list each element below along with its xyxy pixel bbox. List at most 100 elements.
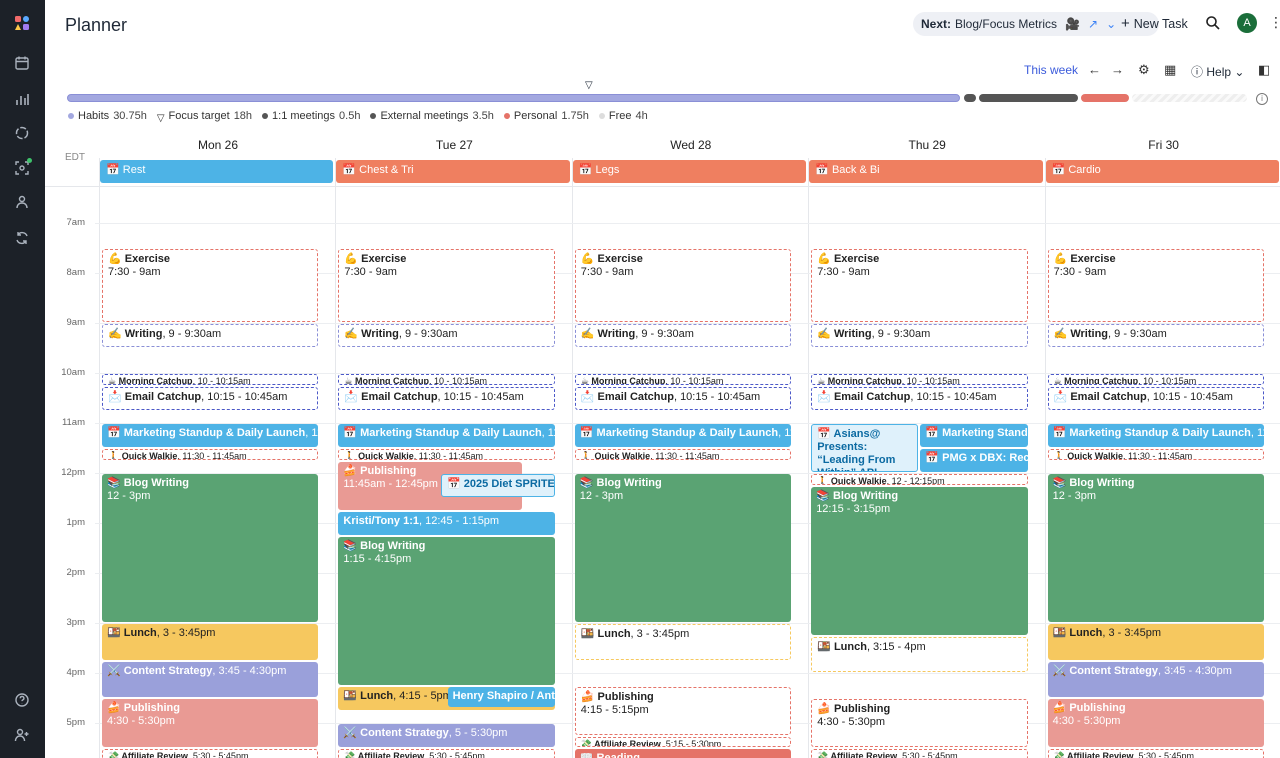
calendar-event[interactable]: ☕ Morning Catchup, 10 - 10:15am: [811, 374, 1028, 385]
event-title: 🍰 Publishing: [343, 464, 417, 477]
day-header[interactable]: Mon 26: [197, 138, 239, 152]
event-time: , 11 - 11:30am: [541, 427, 555, 439]
all-day-event[interactable]: 📅 Cardio: [1045, 160, 1279, 183]
add-user-icon[interactable]: [12, 725, 32, 745]
calendar-event[interactable]: 💸 Affiliate Review, 5:30 - 5:45pm: [811, 749, 1028, 758]
calendar-event[interactable]: 🚶 Quick Walkie, 12 - 12:15pm: [811, 474, 1028, 485]
calendar-event[interactable]: ✍️ Writing, 9 - 9:30am: [338, 324, 555, 347]
external-link-icon[interactable]: ↗: [1088, 17, 1099, 31]
event-title: 💸 Affiliate Review: [817, 751, 898, 758]
calendar-event[interactable]: 📚 Blog Writing 12:15 - 3:15pm: [811, 486, 1028, 635]
calendar-event[interactable]: 🍰 Publishing 4:30 - 5:30pm: [102, 699, 319, 747]
calendar-event[interactable]: 🍱 Lunch, 3 - 3:45pm: [102, 624, 319, 660]
calendar-event[interactable]: 📅 Asians@ Presents: “Leading From Within…: [811, 424, 919, 472]
calendar-event[interactable]: 📅 Marketing Standup & Daily Launch, 11 -…: [102, 424, 319, 447]
app-logo-icon[interactable]: [12, 13, 32, 33]
calendar-event[interactable]: Henry Shapiro / Anthony: [447, 686, 555, 707]
calendar-event[interactable]: Kristi/Tony 1:1, 12:45 - 1:15pm: [338, 511, 555, 535]
calendar-event[interactable]: ☕ Morning Catchup, 10 - 10:15am: [574, 374, 792, 385]
calendar-event[interactable]: 📚 Blog Writing 12 - 3pm: [574, 474, 792, 622]
calendar-event[interactable]: ✍️ Writing, 9 - 9:30am: [1047, 324, 1264, 347]
new-task-button[interactable]: + New Task: [1121, 15, 1188, 32]
calendar-event[interactable]: 🍰 Publishing 4:15 - 5:15pm: [574, 686, 792, 735]
calendar-icon[interactable]: [12, 53, 32, 73]
calendar-event[interactable]: ✍️ Writing, 9 - 9:30am: [574, 324, 792, 347]
day-header[interactable]: Thu 29: [908, 138, 946, 152]
calendar-event[interactable]: 📅 PMG x DBX: Reclaim: [920, 449, 1028, 472]
calendar-event[interactable]: 📩 Email Catchup, 10:15 - 10:45am: [338, 386, 555, 410]
calendar-event[interactable]: 📅 Marketing Standup & Daily Launch: [920, 424, 1028, 447]
event-time: 12 - 3pm: [579, 490, 624, 502]
calendar-event[interactable]: 💪 Exercise 7:30 - 9am: [102, 249, 319, 322]
panel-toggle-icon[interactable]: ◧: [1258, 62, 1271, 77]
calendar-event[interactable]: ✍️ Writing, 9 - 9:30am: [102, 324, 319, 347]
calendar-event[interactable]: 📖 Reading: [574, 749, 792, 758]
calendar-event[interactable]: 🚶 Quick Walkie, 11:30 - 11:45am: [574, 449, 792, 460]
calendar-event[interactable]: ⚔️ Content Strategy, 3:45 - 4:30pm: [1047, 661, 1264, 697]
calendar-view-icon[interactable]: ▦: [1164, 62, 1177, 77]
calendar-event[interactable]: 📩 Email Catchup, 10:15 - 10:45am: [574, 386, 792, 410]
settings-icon[interactable]: ⚙: [1138, 62, 1150, 77]
day-header[interactable]: Tue 27: [435, 138, 473, 152]
people-icon[interactable]: [12, 192, 32, 212]
habits-icon[interactable]: [12, 123, 32, 143]
calendar-event[interactable]: ✍️ Writing, 9 - 9:30am: [811, 324, 1028, 347]
all-day-event[interactable]: 📅 Chest & Tri: [336, 160, 570, 183]
calendar-event[interactable]: 🍰 Publishing 4:30 - 5:30pm: [811, 699, 1028, 747]
calendar-event[interactable]: 📅 Marketing Standup & Daily Launch, 11 -…: [1047, 424, 1264, 447]
calendar-event[interactable]: 💪 Exercise 7:30 - 9am: [1047, 249, 1264, 322]
calendar-event[interactable]: 📅 2025 Diet SPRITEs Review: [441, 474, 555, 497]
calendar-event[interactable]: 📩 Email Catchup, 10:15 - 10:45am: [811, 386, 1028, 410]
calendar-event[interactable]: 🍰 Publishing 11:45am - 12:45pm: [338, 461, 523, 510]
calendar-event[interactable]: 🚶 Quick Walkie, 11:30 - 11:45am: [338, 449, 555, 460]
calendar-event[interactable]: ☕ Morning Catchup, 10 - 10:15am: [338, 374, 555, 385]
search-icon[interactable]: [1205, 15, 1221, 31]
all-day-event[interactable]: 📅 Legs: [572, 160, 807, 183]
calendar-event[interactable]: ⚔️ Content Strategy, 3:45 - 4:30pm: [102, 661, 319, 697]
event-time: , 5:30 - 5:45pm: [1133, 751, 1195, 758]
chevron-down-icon[interactable]: ⌄: [1106, 17, 1117, 31]
calendar-event[interactable]: 📅 Marketing Standup & Daily Launch, 11 -…: [574, 424, 792, 447]
calendar-event[interactable]: 📅 Marketing Standup & Daily Launch, 11 -…: [338, 424, 555, 447]
calendar-event[interactable]: 💸 Affiliate Review, 5:15 - 5:30pm: [574, 736, 792, 747]
video-icon[interactable]: 🎥: [1065, 17, 1080, 31]
day-header[interactable]: Wed 28: [670, 138, 712, 152]
info-icon[interactable]: i: [1256, 93, 1268, 105]
sync-icon[interactable]: [12, 228, 32, 248]
calendar-event[interactable]: 💸 Affiliate Review, 5:30 - 5:45pm: [338, 749, 555, 758]
calendar-event[interactable]: 🍱 Lunch, 3:15 - 4pm: [811, 636, 1028, 672]
calendar-event[interactable]: 🍰 Publishing 4:30 - 5:30pm: [1047, 699, 1264, 747]
arrow-right-icon[interactable]: →: [1111, 62, 1124, 77]
calendar-event[interactable]: 📩 Email Catchup, 10:15 - 10:45am: [1047, 386, 1264, 410]
all-day-event[interactable]: 📅 Back & Bi: [809, 160, 1043, 183]
calendar-event[interactable]: 📚 Blog Writing 1:15 - 4:15pm: [338, 536, 555, 685]
arrow-left-icon[interactable]: ←: [1088, 62, 1101, 77]
calendar-event[interactable]: 🍱 Lunch, 3 - 3:45pm: [574, 624, 792, 660]
calendar-event[interactable]: 💪 Exercise 7:30 - 9am: [338, 249, 555, 322]
stats-icon[interactable]: [12, 89, 32, 109]
help-circle-icon[interactable]: [12, 690, 32, 710]
this-week-button[interactable]: This week: [1024, 63, 1079, 77]
calendar-event[interactable]: 📚 Blog Writing 12 - 3pm: [102, 474, 319, 622]
next-event-pill[interactable]: Next: Blog/Focus Metrics 🎥 ↗ ⌄: [913, 12, 1159, 36]
calendar-event[interactable]: 💸 Affiliate Review, 5:30 - 5:45pm: [1047, 749, 1264, 758]
calendar-event[interactable]: 📚 Blog Writing 12 - 3pm: [1047, 474, 1264, 622]
calendar-event[interactable]: 💪 Exercise 7:30 - 9am: [811, 249, 1028, 322]
calendar-event[interactable]: 💪 Exercise 7:30 - 9am: [574, 249, 792, 322]
all-day-event[interactable]: 📅 Rest: [100, 160, 334, 183]
calendar-event[interactable]: ☕ Morning Catchup, 10 - 10:15am: [102, 374, 319, 385]
calendar-event[interactable]: ☕ Morning Catchup, 10 - 10:15am: [1047, 374, 1264, 385]
calendar-event[interactable]: 🚶 Quick Walkie, 11:30 - 11:45am: [1047, 449, 1264, 460]
calendar-event[interactable]: 🍱 Lunch, 3 - 3:45pm: [1047, 624, 1264, 660]
calendar-event[interactable]: 📩 Email Catchup, 10:15 - 10:45am: [102, 386, 319, 410]
more-options-icon[interactable]: ⋮: [1269, 14, 1280, 30]
focus-icon[interactable]: [12, 158, 32, 178]
calendar-event[interactable]: 💸 Affiliate Review, 5:30 - 5:45pm: [102, 749, 319, 758]
legend-dot: ▽: [156, 113, 165, 124]
help-button[interactable]: ⓘ Help ⌄: [1191, 63, 1244, 80]
avatar[interactable]: A: [1237, 13, 1257, 33]
day-header[interactable]: Fri 30: [1148, 138, 1179, 152]
calendar-event[interactable]: ⚔️ Content Strategy, 5 - 5:30pm: [338, 724, 555, 747]
meetings-1on1-segment: [964, 94, 976, 102]
calendar-event[interactable]: 🚶 Quick Walkie, 11:30 - 11:45am: [102, 449, 319, 460]
